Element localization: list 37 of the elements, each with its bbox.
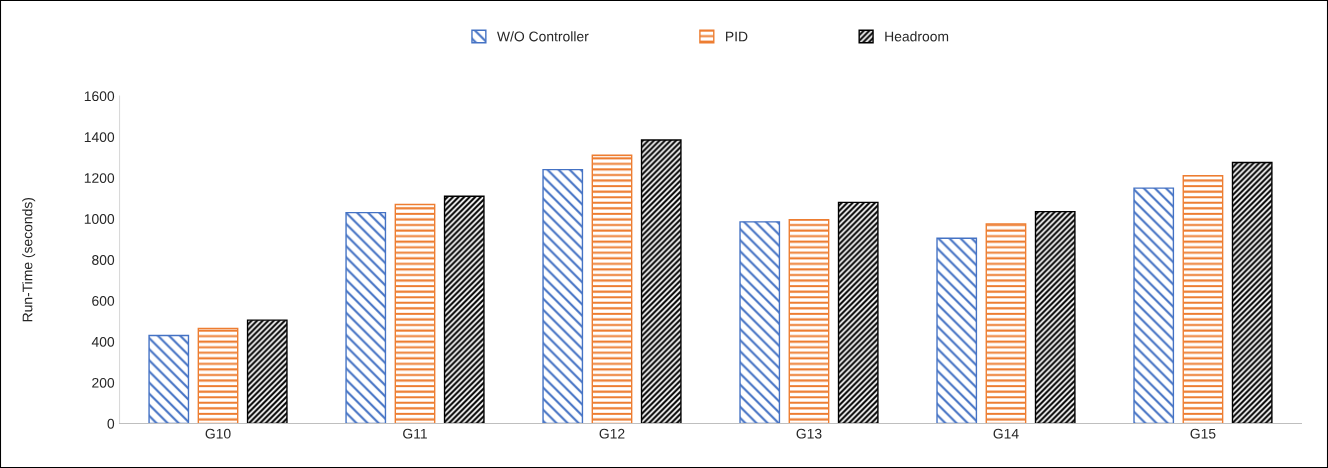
y-tick-label: 400	[91, 336, 115, 347]
legend-label: W/O Controller	[497, 31, 589, 42]
x-tick-label: G10	[205, 428, 231, 439]
bar	[936, 237, 978, 424]
bar	[1231, 161, 1273, 424]
y-tick-label: 200	[92, 377, 115, 388]
legend-label: PID	[726, 31, 748, 42]
bar	[985, 223, 1027, 424]
x-tick-label: G13	[796, 428, 822, 439]
bar	[788, 219, 830, 424]
y-axis-title: Run-Time (seconds)	[22, 197, 36, 322]
bar	[246, 319, 288, 424]
bar	[197, 327, 239, 424]
bar	[739, 221, 781, 424]
bar	[1182, 175, 1224, 424]
y-tick-label: 800	[92, 255, 115, 265]
y-tick-label: 1400	[84, 132, 115, 143]
bar	[591, 154, 633, 424]
bar	[542, 168, 584, 424]
legend-label: Headroom	[885, 31, 949, 42]
x-tick-label: G15	[1190, 428, 1216, 439]
bar	[837, 201, 879, 424]
bar	[1133, 187, 1175, 424]
bar	[345, 211, 387, 424]
bar	[640, 139, 682, 424]
y-tick-label: 1000	[84, 214, 115, 224]
bar	[148, 334, 190, 424]
x-tick-label: G14	[993, 428, 1019, 439]
y-tick-label: 0	[107, 418, 115, 429]
y-tick-label: 1200	[84, 173, 115, 184]
x-tick-label: G12	[599, 428, 625, 439]
x-tick-label: G11	[403, 428, 427, 439]
bar	[1034, 210, 1076, 424]
y-tick-label: 600	[92, 296, 115, 306]
bar	[394, 203, 436, 424]
y-tick-label: 1600	[84, 91, 115, 102]
bar	[443, 195, 485, 424]
